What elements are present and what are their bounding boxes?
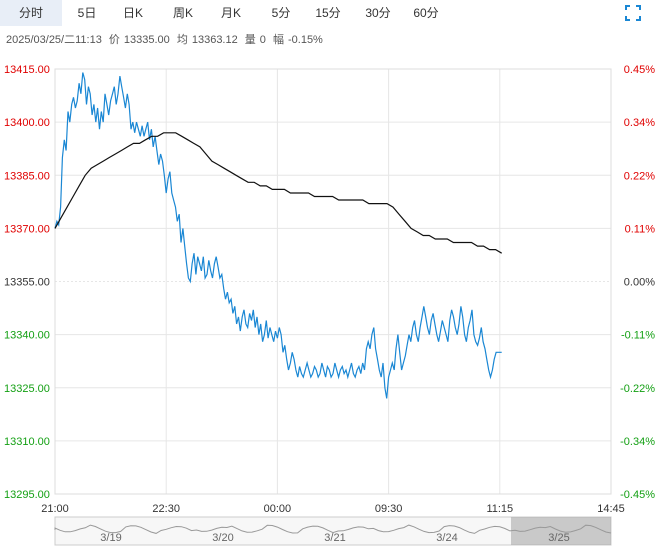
- pct-tick-label: 0.34%: [624, 117, 655, 129]
- tab-monthly-k[interactable]: 月K: [220, 6, 241, 20]
- price-line: [54, 72, 502, 399]
- navigator-date-label: 3/19: [100, 532, 121, 544]
- y-tick-label: 13325.00: [4, 383, 50, 395]
- price-value: 13335.00: [123, 34, 170, 46]
- navigator-date-label: 3/25: [548, 532, 569, 544]
- y-tick-label: 13340.00: [4, 330, 50, 342]
- tab-15min[interactable]: 15分: [315, 6, 341, 20]
- x-tick-label: 14:45: [597, 503, 625, 515]
- plot-border: [54, 68, 612, 495]
- price-label: 价: [108, 34, 120, 46]
- navigator-date-label: 3/21: [324, 532, 345, 544]
- pct-tick-label: 0.11%: [625, 223, 656, 235]
- x-tick-label: 11:15: [486, 503, 513, 515]
- quote-datetime: 2025/03/25/二11:13: [6, 34, 102, 46]
- x-tick-label: 00:00: [264, 503, 292, 515]
- period-tabs: 分时 5日 日K 周K 月K 5分 15分 30分 60分: [0, 0, 659, 26]
- pct-tick-label: -0.34%: [620, 436, 655, 448]
- y-tick-label: 13310.00: [4, 436, 50, 448]
- x-tick-label: 21:00: [41, 503, 69, 515]
- y-tick-label: 13355.00: [4, 277, 50, 289]
- tab-5day[interactable]: 5日: [77, 6, 97, 20]
- pct-tick-label: -0.22%: [620, 383, 655, 395]
- pct-tick-label: -0.45%: [620, 489, 655, 501]
- x-tick-label: 09:30: [375, 503, 403, 515]
- pct-tick-label: 0.00%: [624, 277, 655, 289]
- pct-tick-label: 0.45%: [624, 64, 655, 76]
- navigator-date-label: 3/24: [436, 532, 457, 544]
- x-tick-label: 22:30: [152, 503, 180, 515]
- y-tick-label: 13370.00: [4, 223, 50, 235]
- y-tick-label: 13295.00: [4, 489, 50, 501]
- tab-intraday[interactable]: 分时: [0, 0, 62, 26]
- tab-5min[interactable]: 5分: [271, 6, 291, 20]
- average-price-line: [54, 132, 503, 254]
- fullscreen-icon[interactable]: [625, 5, 641, 21]
- y-tick-label: 13415.00: [4, 64, 50, 76]
- avg-value: 13363.12: [191, 34, 238, 46]
- volume-value: 0: [259, 34, 266, 46]
- volume-label: 量: [244, 34, 256, 46]
- pct-tick-label: 0.22%: [624, 170, 655, 182]
- tab-60min[interactable]: 60分: [413, 6, 439, 20]
- y-tick-label: 13385.00: [4, 170, 50, 182]
- y-tick-label: 13400.00: [4, 117, 50, 129]
- tab-30min[interactable]: 30分: [365, 6, 391, 20]
- change-value: -0.15%: [287, 34, 323, 46]
- navigator-date-label: 3/20: [212, 532, 233, 544]
- tab-daily-k[interactable]: 日K: [122, 6, 143, 20]
- avg-label: 均: [176, 34, 188, 46]
- pct-tick-label: -0.11%: [621, 330, 655, 342]
- navigator-line: [54, 524, 612, 534]
- tab-weekly-k[interactable]: 周K: [172, 6, 193, 20]
- change-label: 幅: [272, 34, 284, 46]
